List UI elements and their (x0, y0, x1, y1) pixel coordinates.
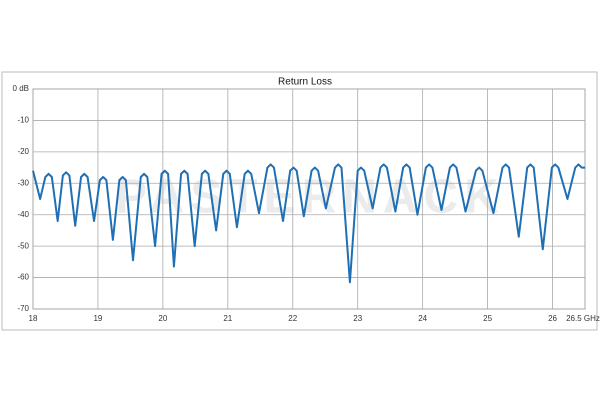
chart-title: Return Loss (278, 77, 332, 88)
x-tick-label: 25 (483, 314, 492, 323)
x-tick-label: 20 (158, 314, 167, 323)
y-tick-label: -40 (17, 210, 29, 219)
y-tick-label: -70 (17, 304, 29, 313)
x-tick-label: 23 (353, 314, 362, 323)
y-tick-label: -50 (17, 241, 29, 250)
y-tick-label: -10 (17, 116, 29, 125)
y-tick-label: -30 (17, 178, 29, 187)
x-tick-label: 21 (223, 314, 232, 323)
x-tick-label: 26.5 GHz (566, 314, 600, 323)
x-tick-label: 24 (418, 314, 427, 323)
y-tick-label: -20 (17, 147, 29, 156)
x-tick-label: 18 (29, 314, 38, 323)
x-tick-label: 26 (548, 314, 557, 323)
x-tick-label: 22 (288, 314, 297, 323)
y-tick-label: 0 dB (13, 84, 29, 93)
chart-frame (1, 71, 598, 331)
data-line (32, 163, 585, 284)
x-tick-label: 19 (93, 314, 102, 323)
y-tick-label: -60 (17, 273, 29, 282)
